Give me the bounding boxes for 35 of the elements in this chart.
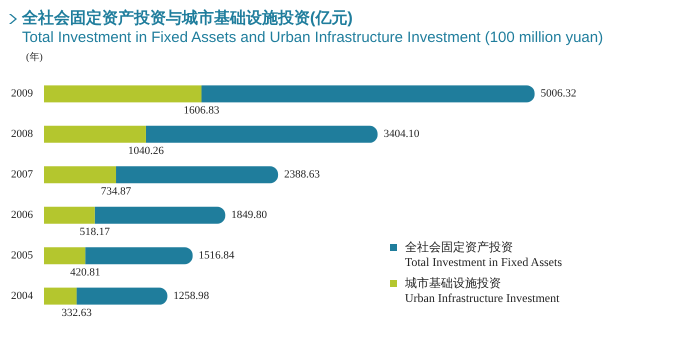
bar xyxy=(85,247,193,264)
total-label: 5006.32 xyxy=(540,88,576,100)
chart-title: 全社会固定资产投资与城市基础设施投资(亿元) xyxy=(22,8,353,29)
legend-label: 城市基础设施投资 Urban Infrastructure Investment xyxy=(404,276,560,306)
bar xyxy=(44,288,77,305)
bar xyxy=(44,166,116,184)
chart-subtitle: Total Investment in Fixed Assets and Urban Infrastructure Investment (100 million yuan) xyxy=(22,29,604,46)
total-label: 2388.63 xyxy=(284,168,320,181)
data-label: 420.81 xyxy=(70,266,100,279)
bar xyxy=(76,288,168,305)
y-tick-label: 2006 xyxy=(11,209,34,222)
y-axis-title: (年) xyxy=(26,51,44,64)
data-label: 734.87 xyxy=(100,186,132,198)
y-tick-label: 2009 xyxy=(11,88,34,100)
data-label: 1040.26 xyxy=(128,145,164,158)
y-tick-label: 2004 xyxy=(11,290,34,302)
data-label: 518.17 xyxy=(80,226,110,238)
data-label: 332.63 xyxy=(61,307,92,320)
data-label: 1606.83 xyxy=(184,104,220,117)
y-tick-label: 2007 xyxy=(11,168,34,181)
bar xyxy=(44,206,95,224)
total-label: 3404.10 xyxy=(384,128,420,140)
total-label: 1516.84 xyxy=(198,250,235,262)
y-tick-label: 2005 xyxy=(11,250,34,262)
bar xyxy=(201,85,535,102)
y-tick-label: 2008 xyxy=(11,128,34,140)
bar xyxy=(146,126,378,143)
bar xyxy=(94,206,226,224)
total-label: 1258.98 xyxy=(173,290,210,302)
bar xyxy=(44,85,202,102)
bar xyxy=(44,247,86,264)
legend-label: 全社会固定资产投资 Total Investment in Fixed Assets xyxy=(404,240,562,270)
bar xyxy=(44,126,146,143)
total-label: 1849.80 xyxy=(231,209,268,222)
bar xyxy=(116,166,278,184)
